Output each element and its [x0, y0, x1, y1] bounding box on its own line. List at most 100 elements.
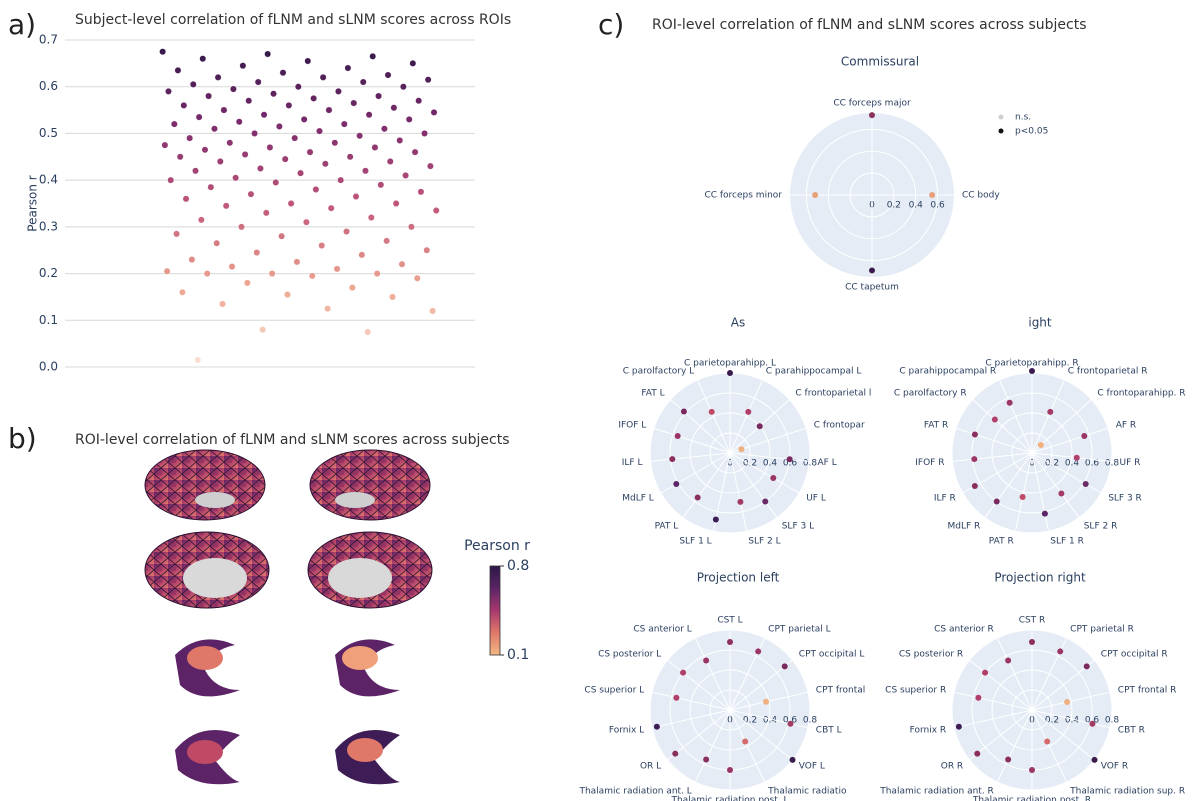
data-point	[324, 305, 331, 313]
data-point	[423, 246, 431, 254]
colorbar	[489, 565, 501, 656]
data-point	[230, 85, 237, 93]
data-point	[1082, 481, 1089, 487]
data-point	[672, 750, 679, 757]
y-tick-label: 0.1	[39, 313, 58, 327]
angular-label: VOF R	[1101, 762, 1128, 772]
angular-label: CBT R	[1118, 726, 1145, 736]
angular-label: CPT occipital L	[799, 649, 865, 659]
data-point	[161, 141, 169, 149]
angular-label: FAT R	[924, 421, 948, 431]
angular-label: IFOF L	[618, 421, 646, 431]
data-point	[257, 165, 264, 172]
angular-grid	[653, 427, 731, 454]
data-point	[971, 431, 978, 438]
data-point	[1005, 756, 1012, 763]
data-point	[745, 408, 752, 415]
data-point	[993, 498, 1000, 505]
angular-grid	[1031, 452, 1080, 519]
polar-title: Projection left	[697, 571, 780, 585]
data-point	[179, 288, 186, 296]
data-point	[253, 249, 261, 256]
angular-label: C parolfactory R	[894, 388, 967, 398]
angular-grid	[1014, 452, 1033, 532]
angular-label: C frontoparahipp. R	[1097, 388, 1185, 398]
data-point	[1041, 510, 1048, 517]
data-point	[350, 99, 358, 107]
polar-title: Commissural	[841, 55, 919, 69]
angular-label: PAT R	[989, 537, 1014, 547]
angular-grid	[729, 691, 809, 711]
angular-label: Fornix L	[609, 726, 644, 736]
data-point	[335, 87, 342, 95]
data-point	[383, 237, 391, 245]
data-point	[421, 130, 428, 137]
data-point	[727, 639, 733, 645]
angular-label: CS superior L	[584, 685, 644, 695]
data-point	[1057, 648, 1064, 655]
data-point	[417, 188, 425, 196]
subcortical	[187, 740, 223, 764]
data-point	[279, 69, 287, 77]
angular-label: C parietoparahipp. L	[684, 359, 776, 369]
angular-grid	[729, 452, 800, 494]
angular-grid	[996, 709, 1033, 783]
data-point	[213, 239, 221, 247]
angular-label: VOF L	[799, 762, 825, 772]
data-point	[1064, 698, 1071, 705]
colorbar-label: Pearson r	[464, 538, 530, 554]
brain-lateral	[144, 449, 266, 521]
chart-title: Subject-level correlation of fLNM and sL…	[75, 12, 511, 28]
subcortical	[342, 646, 378, 670]
angular-label: PAT L	[655, 521, 679, 531]
data-point	[189, 80, 197, 88]
data-point	[287, 200, 295, 207]
data-point	[703, 756, 710, 763]
data-point	[991, 416, 998, 423]
angular-label: CST L	[717, 616, 742, 626]
data-point	[278, 232, 286, 240]
data-point	[219, 300, 226, 308]
data-point	[955, 723, 962, 730]
angular-grid	[1031, 691, 1111, 711]
data-point	[364, 328, 372, 336]
data-point	[429, 307, 437, 315]
data-point	[708, 408, 715, 415]
subcortical	[347, 738, 383, 762]
data-point	[333, 265, 341, 273]
radial-tick-label: 0.6	[930, 201, 945, 211]
angular-grid	[670, 399, 731, 454]
data-point	[408, 223, 415, 231]
data-point	[268, 270, 276, 277]
angular-grid	[729, 452, 810, 462]
data-point	[259, 326, 267, 334]
angular-label: CC forceps major	[833, 99, 911, 109]
data-point	[409, 59, 417, 67]
angular-grid	[651, 691, 731, 711]
angular-label: SLF 2 R	[1084, 521, 1118, 531]
angular-grid	[667, 709, 731, 761]
angular-label: CPT parietal L	[768, 624, 830, 634]
data-point	[413, 274, 421, 282]
data-point	[308, 272, 316, 280]
angular-label: Thalamic radiatio	[767, 787, 847, 797]
subcortical	[187, 646, 223, 670]
data-point	[197, 216, 205, 224]
data-point	[869, 267, 875, 274]
legend-label: n.s.	[1015, 113, 1031, 123]
data-point	[159, 48, 167, 56]
angular-label: CPT frontal	[816, 685, 866, 695]
angular-label: FAT L	[641, 388, 664, 398]
data-point	[384, 71, 392, 79]
data-point	[303, 218, 310, 226]
angular-grid	[996, 637, 1033, 711]
angular-grid	[729, 709, 793, 761]
angular-label: CPT occipital R	[1101, 649, 1168, 659]
data-point	[352, 193, 360, 200]
radial-tick-label: 0.2	[1045, 716, 1059, 726]
data-point	[331, 139, 339, 147]
angular-grid	[729, 452, 748, 532]
angular-label: MdLF L	[622, 494, 654, 504]
data-point	[982, 669, 989, 676]
